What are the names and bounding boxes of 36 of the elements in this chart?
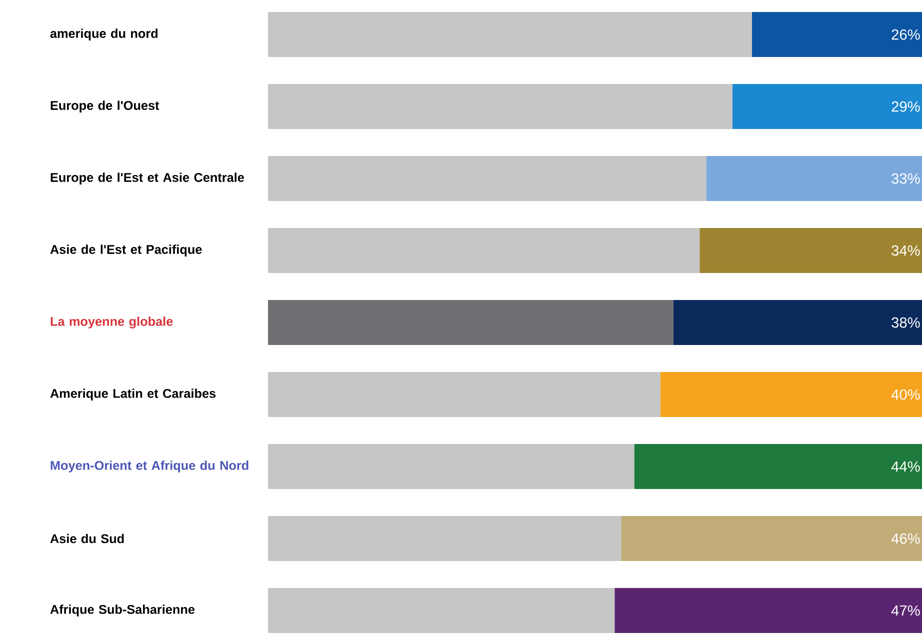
bar: [673, 300, 922, 346]
data-label: 44%: [891, 461, 920, 472]
bar: [268, 444, 634, 490]
bar: [268, 588, 615, 634]
bar: [634, 444, 922, 490]
data-label: 33%: [892, 173, 920, 184]
bar: [706, 156, 922, 202]
data-label: 34%: [892, 245, 920, 256]
y-tick-label: Europe de l'Ouest: [50, 100, 160, 112]
bar: [268, 12, 752, 58]
y-tick-label: Afrique Sub-Saharienne: [50, 604, 195, 616]
y-tick-label: Asie du Sud: [50, 534, 124, 544]
bar: [268, 156, 706, 202]
data-label: 40%: [891, 389, 920, 400]
y-tick-label: La moyenne globale: [50, 316, 173, 328]
data-label: 26%: [892, 29, 920, 40]
data-label: 38%: [892, 317, 920, 328]
data-label: 29%: [892, 101, 920, 112]
data-label: 47%: [891, 605, 920, 616]
bar: [660, 372, 922, 418]
y-tick-label: Asie de l'Est et Pacifique: [50, 244, 202, 256]
bar: [614, 588, 922, 634]
bar: [268, 300, 674, 346]
bar: [268, 228, 700, 274]
bar: [268, 516, 622, 562]
bar: [732, 84, 922, 130]
bar: [700, 228, 922, 274]
y-tick-label: Amerique Latin et Caraibes: [50, 388, 216, 400]
bar: [621, 516, 922, 562]
bar: [268, 372, 660, 418]
bar: [268, 84, 732, 130]
y-tick-label: amerique du nord: [50, 28, 158, 40]
bar: [752, 12, 922, 58]
y-tick-label: Europe de l'Est et Asie Centrale: [50, 172, 244, 184]
y-tick-label: Moyen-Orient et Afrique du Nord: [50, 460, 248, 472]
data-label: 46%: [891, 533, 920, 544]
